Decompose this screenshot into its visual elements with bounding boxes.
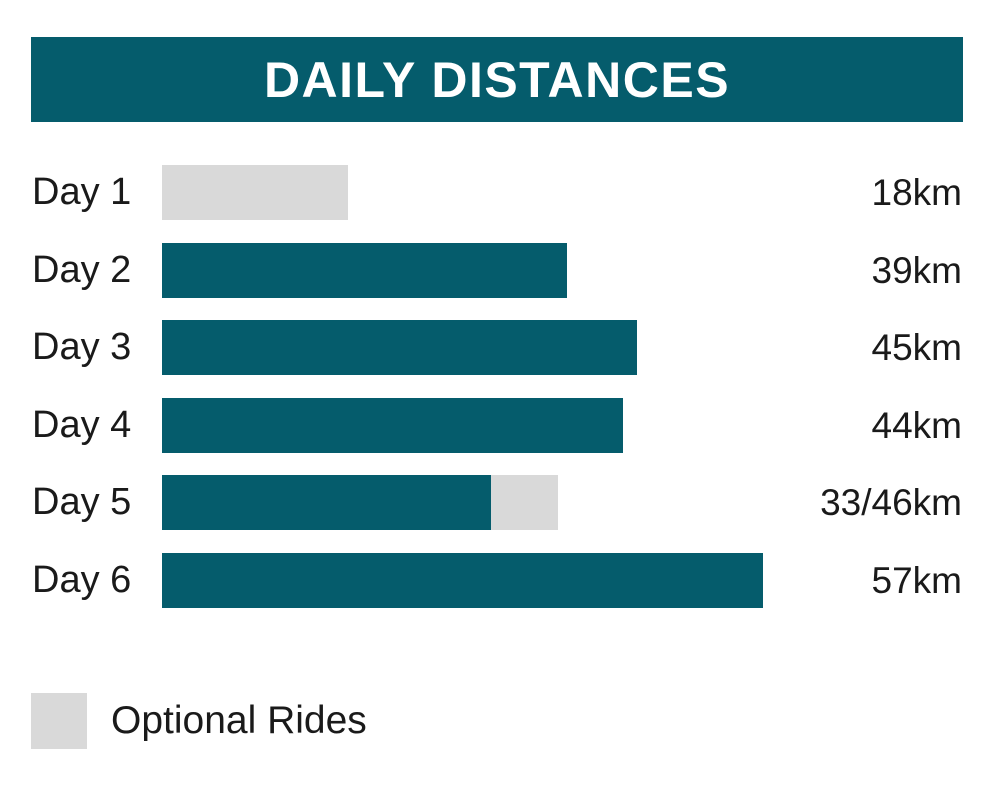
distance-label: 18km — [871, 172, 962, 213]
day-label: Day 2 — [32, 248, 132, 291]
chart-row: Day 6 57km — [0, 552, 1000, 608]
ride-bar-segment — [162, 242, 567, 298]
day-label: Day 3 — [32, 326, 132, 369]
ride-bar-segment — [162, 397, 623, 453]
day-label: Day 1 — [32, 171, 132, 213]
distance-label: 45km — [871, 327, 962, 369]
optional-ride-bar-segment — [162, 165, 348, 220]
chart-title-banner: DAILY DISTANCES — [31, 37, 963, 122]
optional-ride-bar-segment — [491, 475, 558, 531]
bar-track — [162, 165, 348, 220]
distance-label: 33/46km — [820, 482, 962, 524]
ride-bar-segment — [162, 320, 637, 376]
chart-row: Day 3 45km — [0, 320, 1000, 376]
legend-optional-label: Optional Rides — [111, 699, 367, 742]
distance-label: 39km — [871, 249, 962, 291]
bar-track — [162, 242, 567, 298]
day-label: Day 6 — [32, 558, 132, 601]
distance-label: 57km — [871, 559, 962, 601]
chart-row: Day 2 39km — [0, 242, 1000, 298]
chart-rows: Day 1 18km Day 2 39km Day 3 45km Day 4 44km Day … — [0, 165, 1000, 608]
chart-title: DAILY DISTANCES — [263, 51, 731, 108]
chart-row: Day 1 18km — [0, 165, 1000, 220]
bar-track — [162, 475, 558, 531]
legend-optional-swatch — [31, 693, 87, 749]
ride-bar-segment — [162, 475, 491, 531]
distance-label: 44km — [871, 404, 962, 446]
ride-bar-segment — [162, 552, 763, 608]
bar-track — [162, 552, 763, 608]
day-label: Day 4 — [32, 403, 132, 446]
legend: Optional Rides — [31, 693, 367, 749]
chart-row: Day 4 44km — [0, 397, 1000, 453]
bar-track — [162, 397, 623, 453]
chart-row: Day 5 33/46km — [0, 475, 1000, 531]
bar-track — [162, 320, 637, 376]
day-label: Day 5 — [32, 481, 132, 524]
